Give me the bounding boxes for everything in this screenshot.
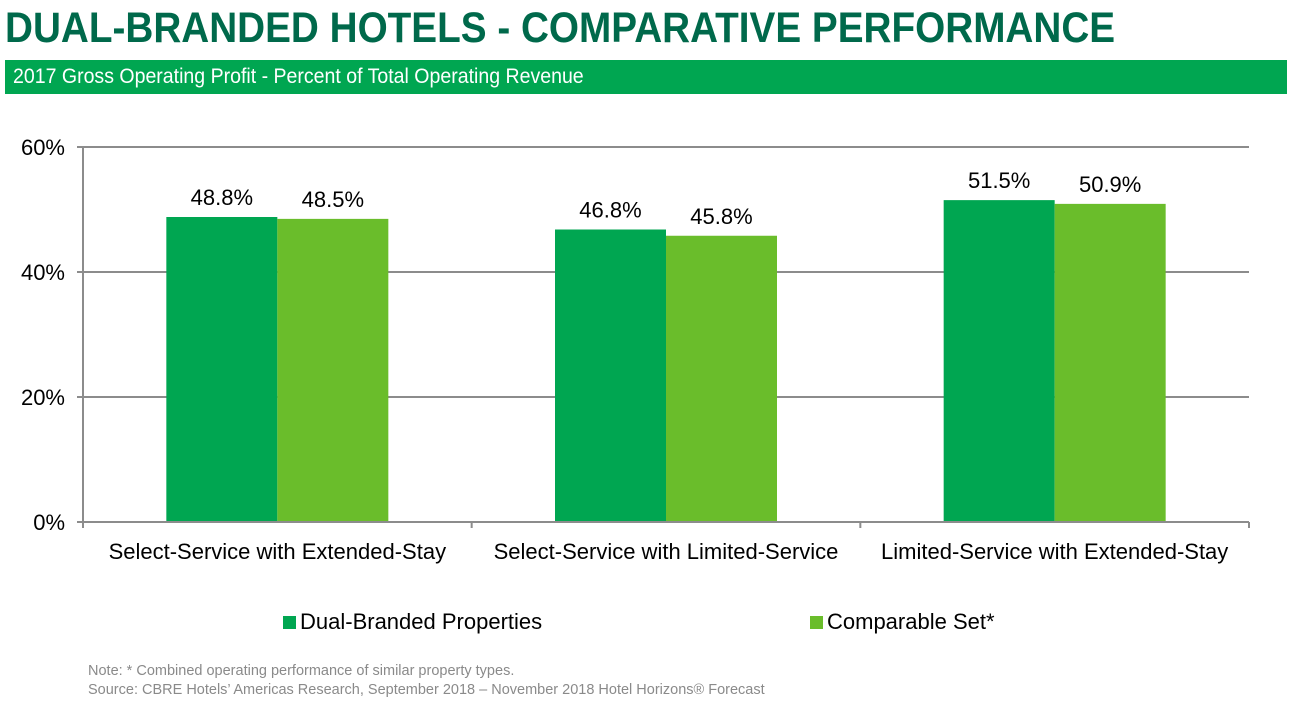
data-label: 48.5%: [302, 187, 364, 212]
bar-comparable: [666, 235, 777, 522]
x-tick-label: Select-Service with Extended-Stay: [109, 539, 447, 564]
bar-dual: [943, 200, 1055, 522]
legend-item-comparable: Comparable Set*: [810, 609, 995, 635]
y-tick-label: 0%: [33, 510, 65, 535]
x-tick-label: Select-Service with Limited-Service: [494, 539, 839, 564]
chart-subtitle: 2017 Gross Operating Profit - Percent of…: [13, 65, 584, 88]
legend-swatch-comparable: [810, 615, 823, 629]
data-label: 45.8%: [690, 204, 752, 229]
legend-item-dual: Dual-Branded Properties: [283, 609, 542, 635]
x-tick-label: Limited-Service with Extended-Stay: [881, 539, 1228, 564]
source-note: Source: CBRE Hotels’ Americas Research, …: [88, 682, 765, 698]
page-title: DUAL-BRANDED HOTELS - COMPARATIVE PERFOR…: [5, 4, 1116, 52]
legend-swatch-dual: [283, 615, 296, 629]
y-tick-label: 60%: [21, 135, 65, 160]
y-tick-label: 20%: [21, 385, 65, 410]
bar-dual: [166, 217, 278, 522]
legend-label-dual: Dual-Branded Properties: [300, 609, 543, 634]
footnote: Note: * Combined operating performance o…: [88, 663, 515, 679]
subtitle-banner: 2017 Gross Operating Profit - Percent of…: [5, 60, 1287, 94]
bar-comparable: [277, 218, 389, 522]
data-label: 50.9%: [1079, 172, 1141, 197]
y-tick-label: 40%: [21, 260, 65, 285]
data-label: 48.8%: [191, 185, 253, 210]
legend-label-comparable: Comparable Set*: [827, 609, 995, 634]
bar-dual: [555, 229, 666, 522]
data-label: 51.5%: [968, 168, 1030, 193]
bar-comparable: [1054, 203, 1166, 522]
bar-chart: 0% 20% 40% 60% 48.8% 48.5% Select-Service with…: [21, 135, 1250, 564]
data-label: 46.8%: [579, 198, 641, 223]
